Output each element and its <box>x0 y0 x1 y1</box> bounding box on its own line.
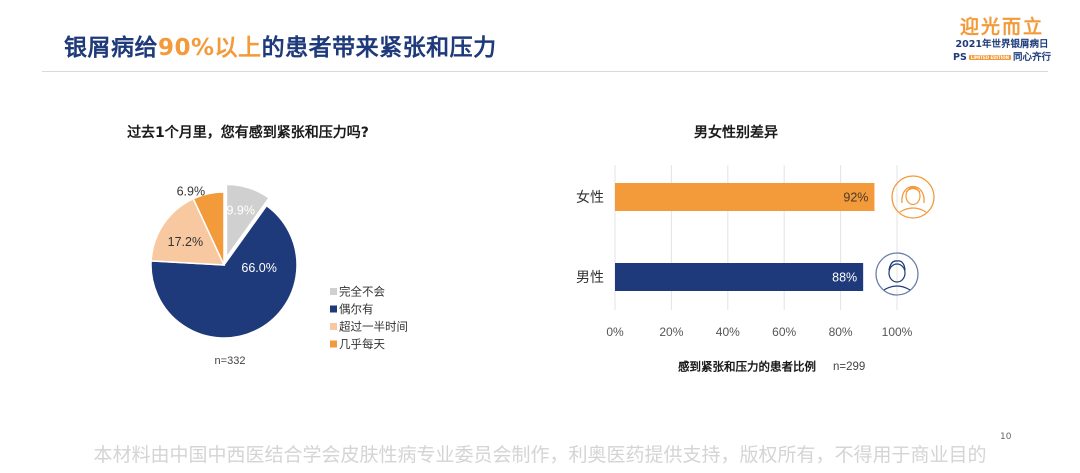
category-label: 男性 <box>576 270 604 286</box>
bar-sample-size: n=299 <box>833 361 865 373</box>
pie-slice <box>150 204 298 339</box>
category-label: 女性 <box>576 189 604 206</box>
legend-label: 偶尔有 <box>339 302 374 316</box>
logo-ps: PS <box>952 52 967 63</box>
bar <box>615 263 864 291</box>
avatar-ring <box>875 252 919 296</box>
title-divider <box>42 71 1048 72</box>
bar-chart-title: 男女性别差异 <box>694 125 778 141</box>
female-avatar-icon <box>891 175 935 219</box>
male-avatar-icon <box>875 252 919 296</box>
bar-chart: 0% 20% 40% 60% 80% 100% 92% 女性 88% 男性感到紧张和压力的患者比例… <box>576 165 935 374</box>
legend-swatch <box>330 305 337 313</box>
pie-slice-label: 66.0% <box>241 261 276 275</box>
x-axis-title: 感到紧张和压力的患者比例 <box>678 360 816 374</box>
logo-badge: LIMITED EDITION <box>968 55 1011 60</box>
legend-swatch <box>330 323 337 330</box>
campaign-logo: 迎光而立 2021年世界银屑病日 PS LIMITED EDITION 同心齐行 <box>952 16 1052 72</box>
avatar-hair <box>888 260 906 271</box>
page-number: 10 <box>1000 432 1012 442</box>
bar-value-label: 88% <box>832 270 857 284</box>
pie-slice-label: 17.2% <box>168 235 203 249</box>
pie-slice <box>150 197 226 266</box>
x-tick-label: 20% <box>659 325 683 339</box>
pie-chart: 9.9% 66.0% 17.2% 6.9% n=332 <box>150 183 298 367</box>
avatar-shoulders <box>899 207 927 213</box>
legend-label: 超过一半时间 <box>339 320 408 334</box>
avatar-fringe <box>905 187 921 193</box>
pie-slice-label: 9.9% <box>226 203 255 217</box>
logo-tagline: PS LIMITED EDITION 同心齐行 <box>952 51 1052 64</box>
x-tick-label: 40% <box>716 325 740 339</box>
legend-swatch <box>330 340 337 348</box>
bar <box>615 183 875 211</box>
avatar-face <box>905 186 921 206</box>
pie-sample-size: n=332 <box>215 355 246 367</box>
bar-value-label: 92% <box>843 190 868 204</box>
pie-slice-label: 6.9% <box>177 184 206 198</box>
x-tick-label: 100% <box>882 325 913 339</box>
page-title: 银屑病给90%以上的患者带来紧张和压力 <box>64 35 497 61</box>
logo-tagline-text: 同心齐行 <box>1012 52 1051 63</box>
pie-slice <box>225 183 271 260</box>
logo-name: 迎光而立 <box>959 16 1044 38</box>
avatar-ring <box>891 175 935 219</box>
legend-swatch <box>330 288 337 295</box>
avatar-face <box>888 263 906 283</box>
avatar-shoulders <box>883 285 911 291</box>
avatar-hair <box>901 186 925 204</box>
logo-date-line: 2021年世界银屑病日 <box>955 39 1049 50</box>
legend-label: 完全不会 <box>339 285 385 299</box>
pie-slice <box>192 191 225 266</box>
footer-disclaimer: 本材料由中国中西医结合学会皮肤性病专业委员会制作，利奥医药提供支持，版权所有，不… <box>93 444 987 466</box>
x-tick-label: 0% <box>606 325 624 339</box>
legend-label: 几乎每天 <box>339 337 385 351</box>
pie-chart-title: 过去1个月里，您有感到紧张和压力吗? <box>127 125 369 141</box>
x-tick-label: 60% <box>772 325 796 339</box>
x-tick-label: 80% <box>829 325 853 339</box>
